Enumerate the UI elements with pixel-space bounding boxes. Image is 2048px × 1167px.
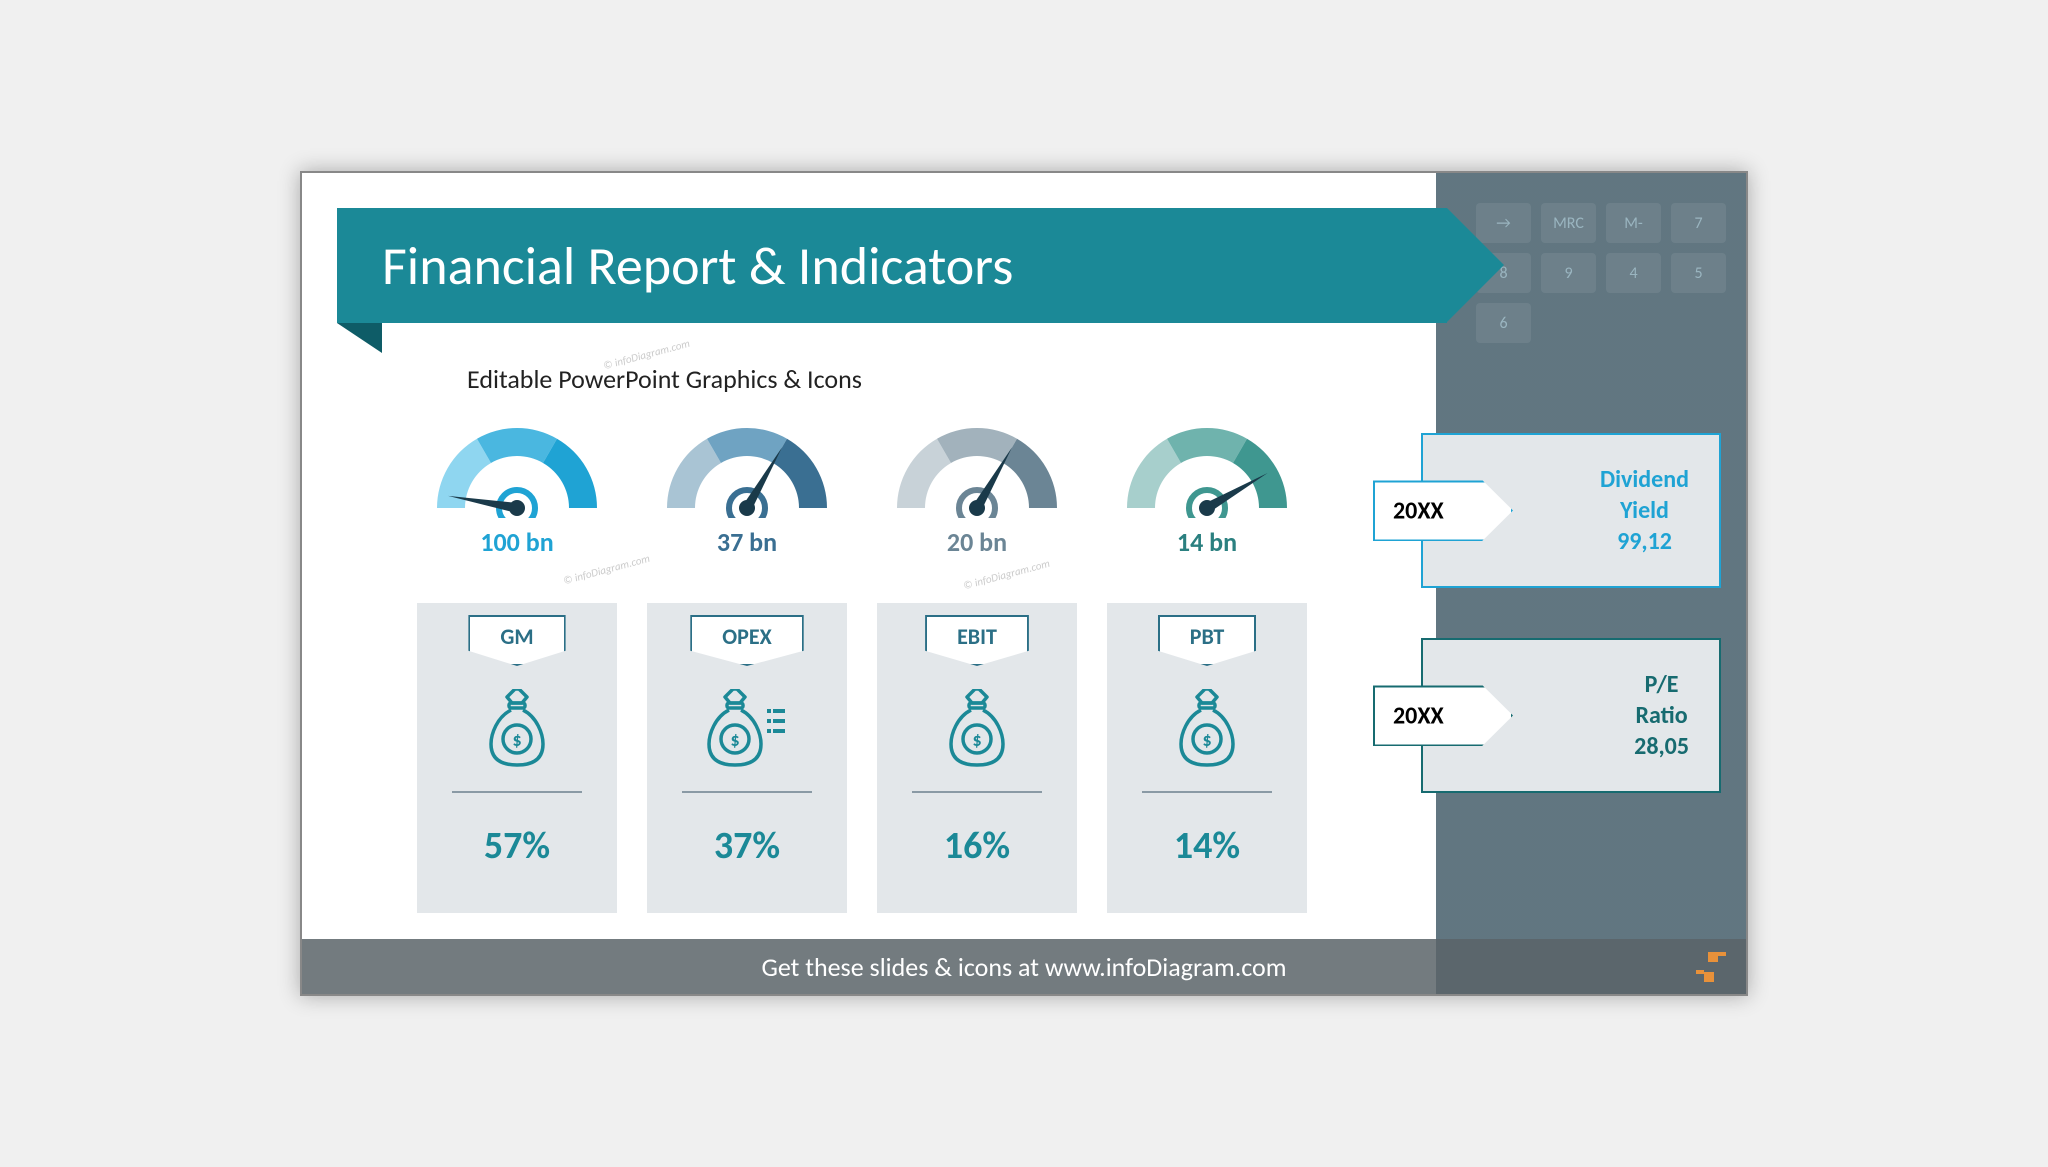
- side-card: 20XX P/ERatio28,05: [1421, 638, 1721, 793]
- metric-percent: 57%: [484, 823, 550, 869]
- divider: [1142, 791, 1272, 793]
- calc-key: M-: [1606, 203, 1661, 243]
- metric-card: GM $ 57%: [417, 603, 617, 913]
- side-card-text: P/ERatio28,05: [1634, 669, 1689, 763]
- side-cards: 20XX DividendYield99,12 20XX P/ERatio28,…: [1421, 433, 1721, 793]
- gauge-block: 37 bn: [647, 418, 847, 558]
- title-ribbon: Financial Report & Indicators: [337, 208, 1447, 323]
- svg-text:$: $: [1202, 729, 1211, 751]
- money-bag-list-icon: $: [705, 689, 790, 769]
- calc-key: 7: [1671, 203, 1726, 243]
- gauges-row: 100 bn 37 bn 20 bn 14 bn: [417, 418, 1307, 558]
- metric-tab: GM: [468, 615, 565, 666]
- ribbon-fold: [337, 323, 382, 353]
- calculator-keys: →MRCM-789456: [1476, 203, 1726, 343]
- page-title: Financial Report & Indicators: [382, 233, 1013, 299]
- gauge-block: 100 bn: [417, 418, 617, 558]
- money-bag-dollar-icon: $: [947, 689, 1007, 769]
- money-bag-dollar-icon: $: [487, 689, 547, 769]
- watermark: © infoDiagram.com: [962, 557, 1051, 593]
- gauge-value: 100 bn: [480, 526, 553, 558]
- side-card-year: 20XX: [1373, 480, 1513, 541]
- gauge-value: 37 bn: [717, 526, 777, 558]
- slide-frame: →MRCM-789456 Financial Report & Indicato…: [300, 171, 1748, 996]
- gauge-icon: [657, 418, 837, 518]
- svg-text:$: $: [972, 729, 981, 751]
- divider: [452, 791, 582, 793]
- gauge-value: 20 bn: [947, 526, 1007, 558]
- metric-card: PBT $ 14%: [1107, 603, 1307, 913]
- calc-key: 4: [1606, 253, 1661, 293]
- metric-tab: EBIT: [925, 615, 1029, 666]
- side-card-text: DividendYield99,12: [1600, 464, 1689, 558]
- gauge-icon: [1117, 418, 1297, 518]
- side-card: 20XX DividendYield99,12: [1421, 433, 1721, 588]
- calc-key: 5: [1671, 253, 1726, 293]
- calc-key: 9: [1541, 253, 1596, 293]
- footer-bar: Get these slides & icons at www.infoDiag…: [302, 939, 1746, 994]
- metric-card: OPEX $ 37%: [647, 603, 847, 913]
- brand-icon: [1696, 952, 1726, 982]
- metric-percent: 37%: [714, 823, 780, 869]
- metric-card: EBIT $ 16%: [877, 603, 1077, 913]
- metric-tab: OPEX: [690, 615, 803, 666]
- metric-percent: 16%: [944, 823, 1010, 869]
- metric-icon-wrap: $: [1177, 686, 1237, 771]
- divider: [912, 791, 1042, 793]
- footer-text: Get these slides & icons at www.infoDiag…: [761, 951, 1286, 983]
- metric-icon-wrap: $: [487, 686, 547, 771]
- calc-key: MRC: [1541, 203, 1596, 243]
- gauge-icon: [887, 418, 1067, 518]
- subtitle: Editable PowerPoint Graphics & Icons: [467, 363, 862, 395]
- metric-icon-wrap: $: [947, 686, 1007, 771]
- metric-cards-row: GM $ 57% OPEX $ 37% EBIT $ 16% PBT: [417, 603, 1307, 913]
- metric-tab: PBT: [1158, 615, 1256, 666]
- metric-percent: 14%: [1174, 823, 1240, 869]
- money-bag-dollar-icon: $: [1177, 689, 1237, 769]
- side-card-year: 20XX: [1373, 685, 1513, 746]
- svg-text:$: $: [512, 729, 521, 751]
- metric-icon-wrap: $: [705, 686, 790, 771]
- gauge-value: 14 bn: [1177, 526, 1237, 558]
- svg-text:$: $: [730, 729, 739, 751]
- divider: [682, 791, 812, 793]
- gauge-block: 20 bn: [877, 418, 1077, 558]
- gauge-icon: [427, 418, 607, 518]
- gauge-block: 14 bn: [1107, 418, 1307, 558]
